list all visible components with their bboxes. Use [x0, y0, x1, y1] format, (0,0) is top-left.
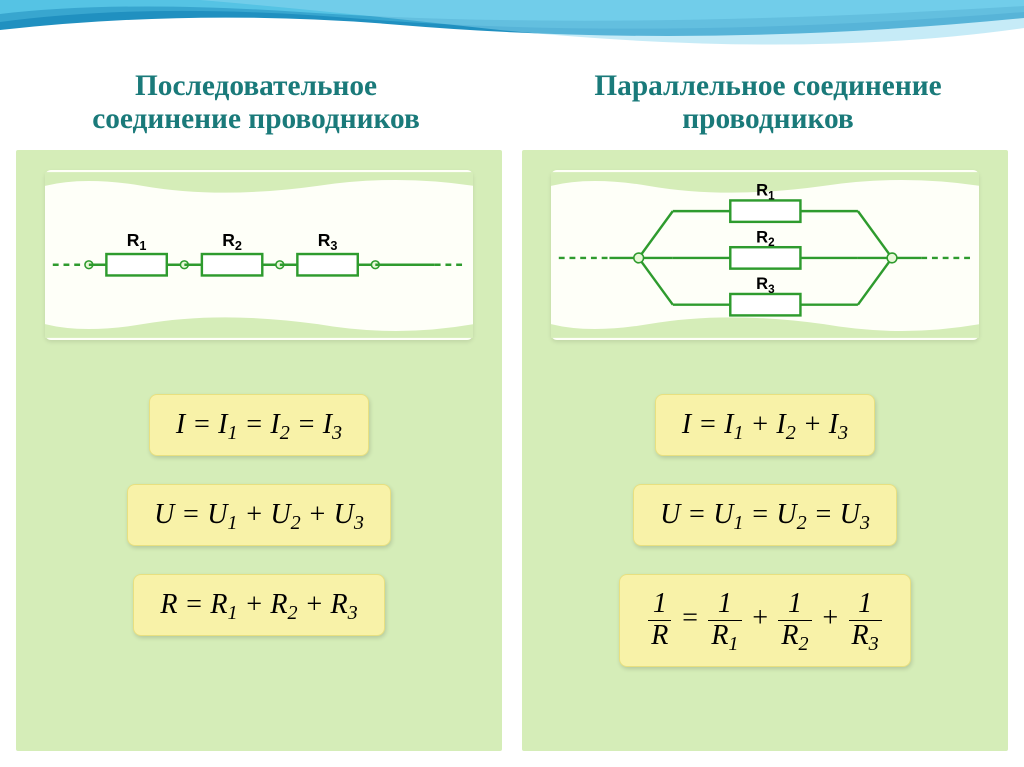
left-title-line1: Последовательное [20, 70, 492, 103]
series-formula-1: I = I1 = I2 = I3 [149, 394, 369, 456]
series-svg: R1 R2 R3 [45, 170, 474, 340]
series-formula-2: U = U1 + U2 + U3 [127, 484, 391, 546]
parallel-svg: R1R2R3 [551, 170, 980, 340]
headers-row: Последовательное соединение проводников … [0, 60, 1024, 146]
parallel-formula-1: I = I1 + I2 + I3 [655, 394, 875, 456]
wave-path-4 [200, 0, 1024, 45]
svg-text:R3: R3 [756, 274, 775, 296]
parallel-formula-3: 1R = 1R1 + 1R2 + 1R3 [619, 574, 910, 667]
top-wave-decoration [0, 0, 1024, 70]
left-header: Последовательное соединение проводников [0, 60, 512, 146]
svg-text:R2: R2 [222, 230, 242, 253]
svg-text:R1: R1 [126, 230, 146, 253]
right-title-line2: проводников [532, 103, 1004, 136]
svg-text:R3: R3 [317, 230, 337, 253]
svg-text:R2: R2 [756, 227, 775, 249]
series-formula-3: R = R1 + R2 + R3 [133, 574, 384, 636]
panels-row: R1 R2 R3 I = I1 = I2 = I3 U = U1 + U2 + U3… [16, 150, 1008, 751]
right-panel: R1R2R3 I = I1 + I2 + I3 U = U1 = U2 = U3… [522, 150, 1008, 751]
left-title-line2: соединение проводников [20, 103, 492, 136]
series-diagram: R1 R2 R3 [45, 170, 474, 340]
parallel-formula-2: U = U1 = U2 = U3 [633, 484, 897, 546]
left-panel: R1 R2 R3 I = I1 = I2 = I3 U = U1 + U2 + U3… [16, 150, 502, 751]
right-title-line1: Параллельное соединение [532, 70, 1004, 103]
parallel-diagram: R1R2R3 [551, 170, 980, 340]
right-header: Параллельное соединение проводников [512, 60, 1024, 146]
